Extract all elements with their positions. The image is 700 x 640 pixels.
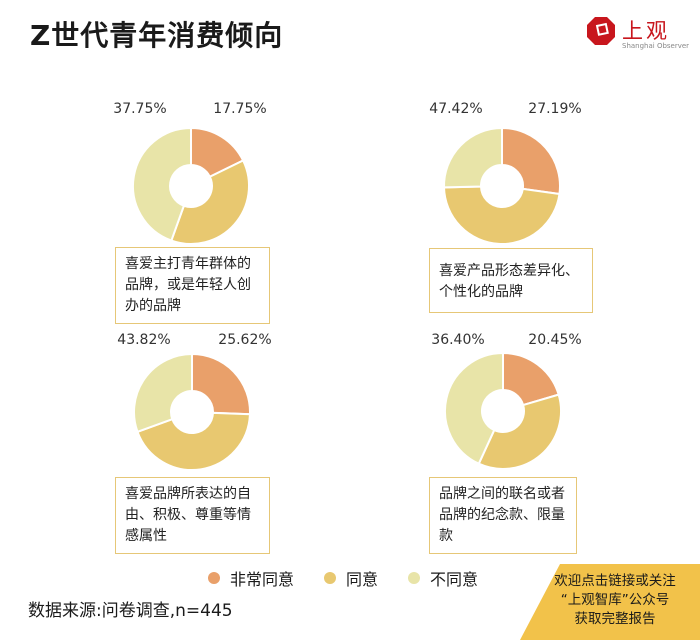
donut-4-label-strongly-agree: 20.45% <box>528 332 581 348</box>
legend-swatch <box>208 572 220 584</box>
legend-item-strongly-agree: 非常同意 <box>208 566 294 590</box>
donut-1-slice-2 <box>170 159 250 245</box>
legend: 非常同意 同意 不同意 <box>208 566 478 590</box>
logo-subtitle: Shanghai Observer <box>622 42 690 50</box>
donut-charts: 17.75% 37.75% 27.19% 47.42% 25.62% 43.82% 20.4… <box>113 101 582 471</box>
logo-text: 上观 <box>622 19 670 43</box>
donut-2-slice-1 <box>501 126 561 196</box>
cta-banner[interactable] <box>520 564 700 640</box>
donut-1-label-strongly-agree: 17.75% <box>213 101 266 117</box>
page-title: Z世代青年消费倾向 <box>30 19 284 52</box>
donut-3-slice-2 <box>136 411 251 471</box>
legend-item-disagree: 不同意 <box>408 566 478 590</box>
donut-4-slice-3 <box>444 351 504 466</box>
donut-2-label-strongly-agree: 27.19% <box>528 101 581 117</box>
legend-swatch <box>408 572 421 584</box>
legend-label: 同意 <box>346 570 379 589</box>
cta-text[interactable]: 欢迎点击链接或关注 “上观智库”公众号 获取完整报告 <box>530 572 700 629</box>
donut-4-label-agree: 36.40% <box>431 332 484 348</box>
donut-2-slice-2 <box>442 185 561 245</box>
cta-line-2: “上观智库”公众号 <box>560 592 670 608</box>
chart-caption-3: 喜爱品牌所表达的自由、积极、尊重等情感属性 <box>115 477 270 554</box>
donut-2-label-agree: 47.42% <box>429 101 482 117</box>
chart-caption-1: 喜爱主打青年群体的品牌，或是年轻人创办的品牌 <box>115 247 270 324</box>
legend-item-agree: 同意 <box>324 566 378 590</box>
donut-4-slice-2 <box>477 393 562 470</box>
cta-line-3: 获取完整报告 <box>574 611 656 627</box>
legend-swatch <box>324 572 337 584</box>
logo-icon <box>587 17 615 45</box>
donut-1-label-agree: 37.75% <box>113 101 166 117</box>
donut-3-slice-1 <box>191 352 251 416</box>
legend-label: 不同意 <box>430 570 479 589</box>
donut-2-slice-3 <box>443 126 503 189</box>
data-source-note: 数据来源:问卷调查,n=445 <box>28 601 233 621</box>
logo: 上观 Shanghai Observer <box>586 16 690 56</box>
legend-label: 非常同意 <box>230 570 295 589</box>
donut-3-label-strongly-agree: 25.62% <box>218 332 271 348</box>
chart-caption-4: 品牌之间的联名或者品牌的纪念款、限量款 <box>429 477 577 554</box>
donut-3-label-agree: 43.82% <box>117 332 170 348</box>
donut-1-slice-3 <box>132 126 192 242</box>
donut-3-slice-3 <box>133 352 193 434</box>
chart-caption-2: 喜爱产品形态差异化、个性化的品牌 <box>429 248 593 313</box>
cta-line-1: 欢迎点击链接或关注 <box>554 573 676 589</box>
